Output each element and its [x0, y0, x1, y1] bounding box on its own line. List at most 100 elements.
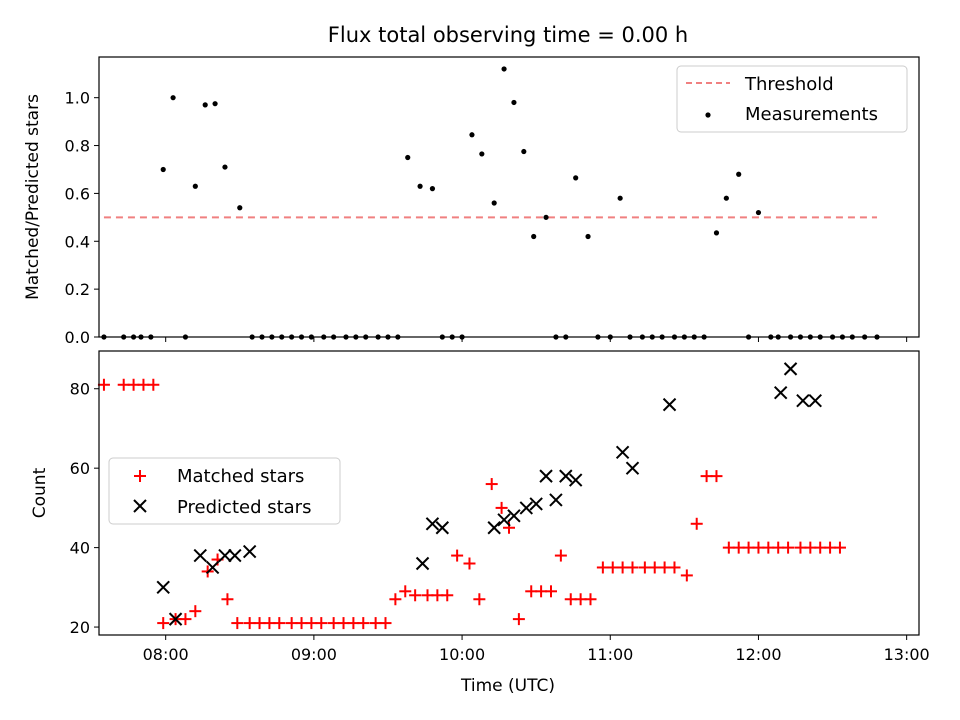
matched-star-point: [179, 613, 192, 626]
measurement-point: [755, 209, 762, 216]
predicted-star-point: [435, 521, 450, 535]
matched-star-point: [554, 549, 567, 562]
ratio-panel: Flux total observing time = 0.00 h 0.00.…: [23, 23, 920, 347]
predicted-star-point: [796, 393, 810, 408]
count-legend-box: [108, 457, 341, 525]
matched-star-point: [690, 517, 703, 530]
predicted-star-point: [539, 469, 553, 483]
measurement-point: [521, 148, 527, 155]
predicted-star-point: [559, 469, 573, 483]
predicted-star-point: [773, 385, 788, 400]
matched-star-point: [157, 617, 170, 630]
matched-star-point: [485, 478, 498, 491]
predicted-star-point: [156, 580, 170, 595]
predicted-legend-label: Predicted stars: [177, 497, 311, 518]
measurement-point: [222, 164, 228, 170]
count-x-axis-ticks: 08:00 09:00 10:00 11:00 12:00 13:00: [143, 635, 930, 664]
matched-star-point: [147, 378, 160, 391]
measurements-legend-label: Measurements: [745, 104, 878, 125]
predicted-star-point: [507, 509, 521, 523]
ratio-y-tick-label: 0.6: [65, 184, 90, 203]
matched-star-point: [441, 589, 454, 602]
count-x-tick-label: 13:00: [884, 645, 930, 664]
measurement-point: [713, 230, 720, 236]
ratio-y-tick-label: 0.2: [65, 280, 90, 299]
count-x-axis-label: Time (UTC): [460, 676, 555, 696]
predicted-star-point: [529, 497, 543, 511]
predicted-star-point: [808, 393, 822, 408]
ratio-y-tick-label: 1.0: [65, 89, 90, 108]
measurement-point: [237, 205, 243, 211]
measurement-point: [573, 175, 579, 181]
predicted-star-point: [205, 560, 220, 575]
count-y-tick-label: 80: [70, 380, 90, 399]
predicted-star-point: [662, 397, 677, 412]
matched-star-point: [451, 549, 464, 562]
matched-star-point: [584, 593, 597, 606]
matched-star-point: [189, 605, 202, 618]
measurement-point: [543, 214, 549, 220]
predicted-star-point: [425, 517, 440, 531]
measurement-point: [160, 166, 166, 173]
matched-star-point: [680, 569, 693, 582]
predicted-legend-swatch: [133, 499, 147, 513]
predicted-star-point: [168, 612, 183, 626]
matched-stars-points: [97, 378, 846, 630]
measurement-point: [202, 102, 208, 108]
predicted-star-point: [487, 521, 501, 535]
matched-star-point: [626, 561, 639, 574]
matched-star-point: [833, 541, 846, 554]
matched-star-point: [315, 617, 328, 630]
ratio-y-tick-label: 0.4: [65, 232, 90, 251]
matched-legend-label: Matched stars: [177, 466, 304, 487]
measurement-point: [585, 233, 591, 240]
measurement-point: [531, 233, 537, 240]
matched-star-point: [357, 617, 370, 630]
measurement-point: [723, 195, 729, 201]
predicted-star-point: [568, 473, 583, 487]
predicted-star-point: [783, 362, 798, 376]
ratio-y-tick-label: 0.8: [65, 137, 90, 156]
ratio-legend-box: [676, 65, 908, 133]
matched-star-point: [409, 589, 422, 602]
measurement-point: [501, 66, 507, 72]
count-legend: Matched stars Predicted stars: [108, 457, 341, 525]
predicted-star-point: [228, 548, 242, 563]
measurement-points: [101, 66, 880, 340]
matched-star-point: [379, 617, 392, 630]
measurement-point: [417, 183, 423, 189]
matched-star-point: [544, 585, 557, 598]
measurement-point: [192, 183, 198, 189]
predicted-star-point: [497, 513, 511, 527]
measurement-point: [491, 200, 497, 206]
count-x-tick-label: 11:00: [587, 645, 633, 664]
ratio-y-axis-ticks: 0.0 0.2 0.4 0.6 0.8 1.0: [65, 89, 99, 347]
matched-star-point: [231, 617, 244, 630]
count-x-tick-label: 12:00: [735, 645, 781, 664]
count-x-tick-label: 09:00: [291, 645, 337, 664]
measurement-point: [429, 186, 436, 192]
predicted-star-point: [625, 461, 640, 475]
count-y-tick-label: 40: [70, 539, 90, 558]
count-y-axis-ticks: 20 40 60 80: [70, 380, 99, 637]
ratio-plot-frame: [98, 56, 920, 338]
matched-star-point: [668, 561, 681, 574]
ratio-x-axis-ticks: [165, 337, 908, 342]
predicted-star-point: [615, 445, 630, 459]
ratio-y-axis-label: Matched/Predicted stars: [23, 94, 43, 300]
count-plot-frame: [98, 350, 920, 636]
predicted-star-point: [242, 544, 257, 559]
chart-title: Flux total observing time = 0.00 h: [328, 23, 688, 47]
count-x-tick-label: 08:00: [143, 645, 189, 664]
ratio-legend: Threshold Measurements: [676, 65, 908, 133]
matched-star-point: [782, 541, 795, 554]
measurement-point: [170, 95, 176, 101]
predicted-star-point: [549, 493, 563, 507]
count-y-tick-label: 60: [70, 459, 90, 478]
matched-star-point: [399, 585, 412, 598]
matched-star-point: [512, 613, 525, 626]
matched-star-point: [273, 617, 286, 630]
matched-star-point: [495, 501, 508, 514]
matched-star-point: [473, 593, 486, 606]
